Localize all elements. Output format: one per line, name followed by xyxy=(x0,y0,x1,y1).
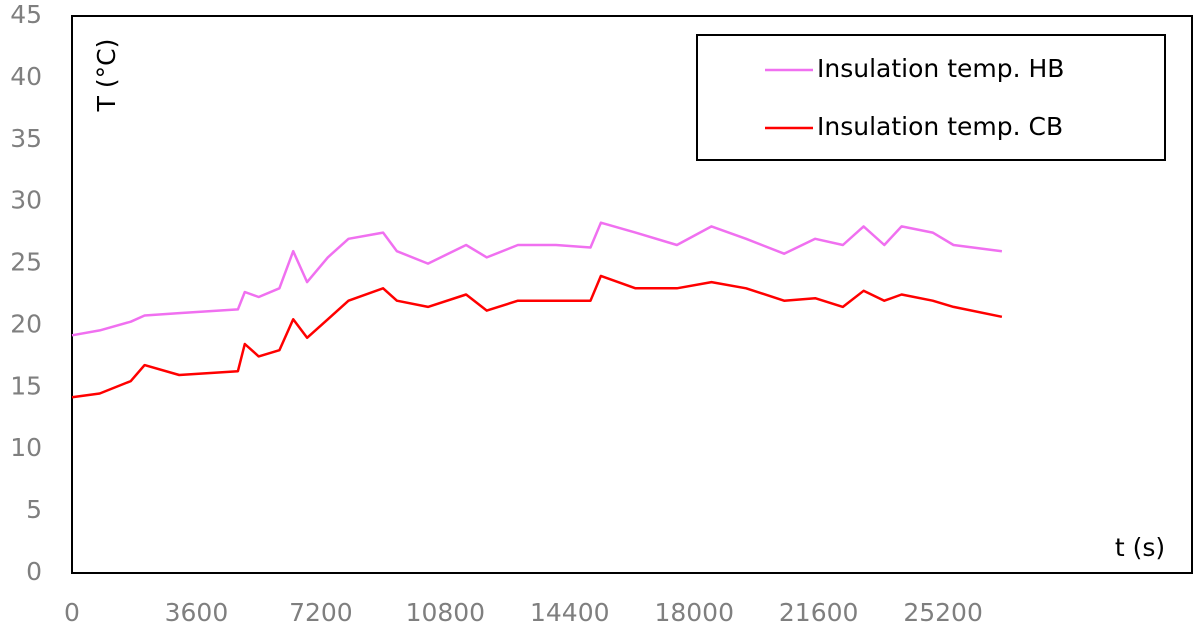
y-tick-label: 20 xyxy=(10,309,42,338)
y-tick-label: 15 xyxy=(10,371,42,400)
x-tick-label: 3600 xyxy=(165,598,229,627)
x-tick-label: 0 xyxy=(64,598,80,627)
data-line xyxy=(71,221,1003,337)
x-tick-label: 10800 xyxy=(406,598,486,627)
x-tick-label: 7200 xyxy=(289,598,353,627)
legend-box xyxy=(696,34,1166,161)
y-tick-label: 30 xyxy=(10,186,42,215)
x-tick-label: 21600 xyxy=(779,598,859,627)
plot-frame xyxy=(71,15,1193,574)
data-line xyxy=(71,274,1003,399)
y-tick-label: 25 xyxy=(10,248,42,277)
x-tick-label: 25200 xyxy=(903,598,983,627)
y-tick-label: 10 xyxy=(10,433,42,462)
x-axis-label: t (s) xyxy=(1115,533,1165,562)
y-tick-label: 40 xyxy=(10,62,42,91)
y-tick-label: 0 xyxy=(26,557,42,586)
legend-label: Insulation temp. HB xyxy=(817,54,1064,83)
y-tick-label: 45 xyxy=(10,0,42,29)
y-tick-label: 5 xyxy=(26,495,42,524)
x-tick-label: 14400 xyxy=(530,598,610,627)
y-tick-label: 35 xyxy=(10,124,42,153)
x-tick-label: 18000 xyxy=(654,598,734,627)
legend-label: Insulation temp. CB xyxy=(817,112,1063,141)
y-axis-label: T (°C) xyxy=(92,39,121,113)
